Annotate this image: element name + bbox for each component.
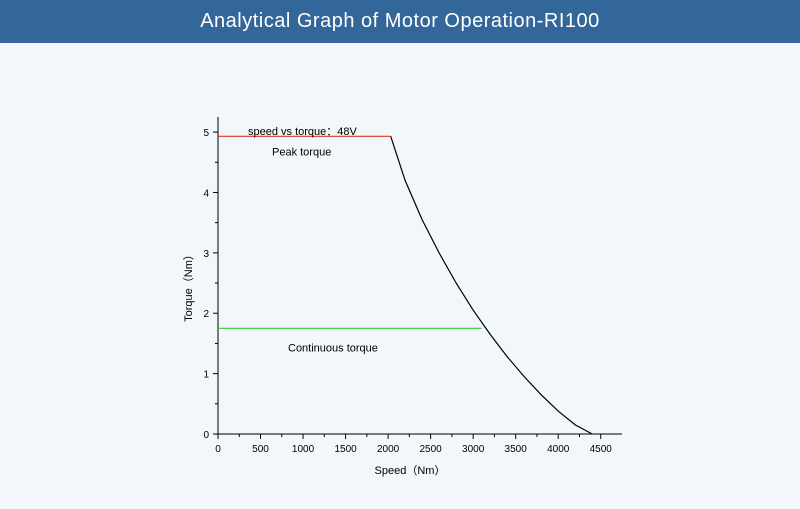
y-tick-label: 5: [203, 128, 209, 139]
page-title: Analytical Graph of Motor Operation-RI10…: [200, 10, 600, 32]
x-tick-label: 4500: [590, 444, 613, 455]
y-axis-title: Torque（Nm）: [182, 249, 195, 322]
chart-title: speed vs torque：48V: [248, 126, 358, 138]
x-tick-label: 3500: [505, 444, 528, 455]
y-tick-label: 1: [203, 370, 209, 381]
y-tick-label: 3: [203, 249, 209, 260]
y-tick-label: 2: [203, 309, 209, 320]
y-tick-label: 4: [203, 188, 209, 199]
x-tick-label: 3000: [462, 444, 485, 455]
x-tick-label: 1500: [334, 444, 357, 455]
x-tick-label: 2000: [377, 444, 400, 455]
chart-marks: [218, 135, 593, 435]
x-tick-label: 4000: [547, 444, 570, 455]
x-tick-label: 1000: [292, 444, 315, 455]
x-tick-label: 2500: [420, 444, 443, 455]
chart-axes: 0 500 1000 1500 2000 2500 3000 3500 4000 4500 0 1 2 3…: [203, 117, 622, 455]
torque-falloff-curve: [390, 136, 593, 435]
page-header: Analytical Graph of Motor Operation-RI10…: [0, 0, 800, 43]
x-axis-title: Speed（Nm）: [375, 464, 446, 477]
peak-torque-label: Peak torque: [272, 146, 331, 158]
x-tick-label: 500: [252, 444, 269, 455]
chart-area: 0 500 1000 1500 2000 2500 3000 3500 4000 4500 0 1 2 3…: [0, 43, 800, 509]
torque-speed-chart: 0 500 1000 1500 2000 2500 3000 3500 4000 4500 0 1 2 3…: [182, 117, 622, 477]
y-tick-label: 0: [203, 430, 209, 441]
continuous-torque-label: Continuous torque: [288, 342, 378, 354]
x-tick-label: 0: [215, 444, 221, 455]
